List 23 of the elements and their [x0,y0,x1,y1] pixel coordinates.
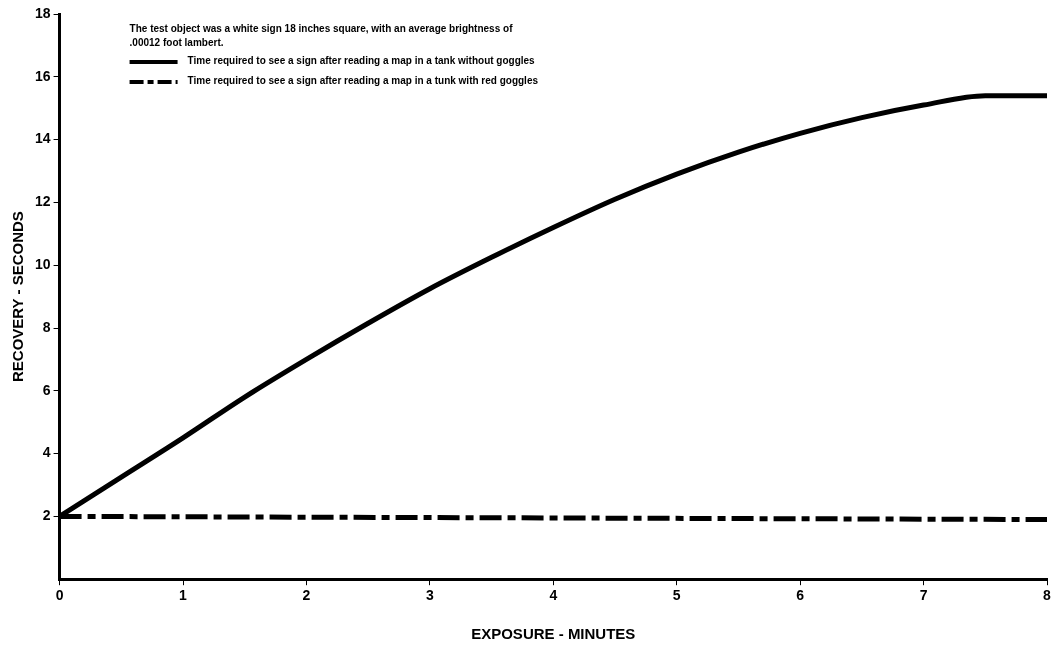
y-tick-label: 12 [34,193,51,210]
x-tick-label: 0 [55,587,64,604]
x-tick-label: 8 [1043,587,1052,604]
annotation: The test object was a white sign 18 inches square, with an average brightness of .00012 foot lambert. [129,22,514,48]
y-axis-title: RECOVERY - SECONDS [9,211,27,383]
x-tick-label: 3 [425,587,434,604]
y-tick-label: 4 [42,444,51,461]
y-tick-label: 14 [34,130,51,147]
x-tick-label: 7 [919,587,928,604]
x-tick-label: 6 [796,587,805,604]
y-tick-label: 18 [34,4,51,21]
legend-label: Time required to see a sign after reading a map in a tunk with red goggles [187,74,539,86]
y-tick-label: 8 [42,318,51,335]
x-tick-label: 1 [179,587,188,604]
y-tick-label: 2 [42,507,51,524]
y-tick-label: 6 [42,381,51,398]
x-tick-label: 2 [302,587,311,604]
x-tick-label: 4 [549,587,558,604]
y-tick-label: 10 [34,256,51,273]
y-tick-label: 16 [34,67,51,84]
x-axis-title: EXPOSURE - MINUTES [471,625,636,643]
x-tick-label: 5 [672,587,681,604]
legend-label: Time required to see a sign after reading a map in a tank without goggles [187,54,536,66]
